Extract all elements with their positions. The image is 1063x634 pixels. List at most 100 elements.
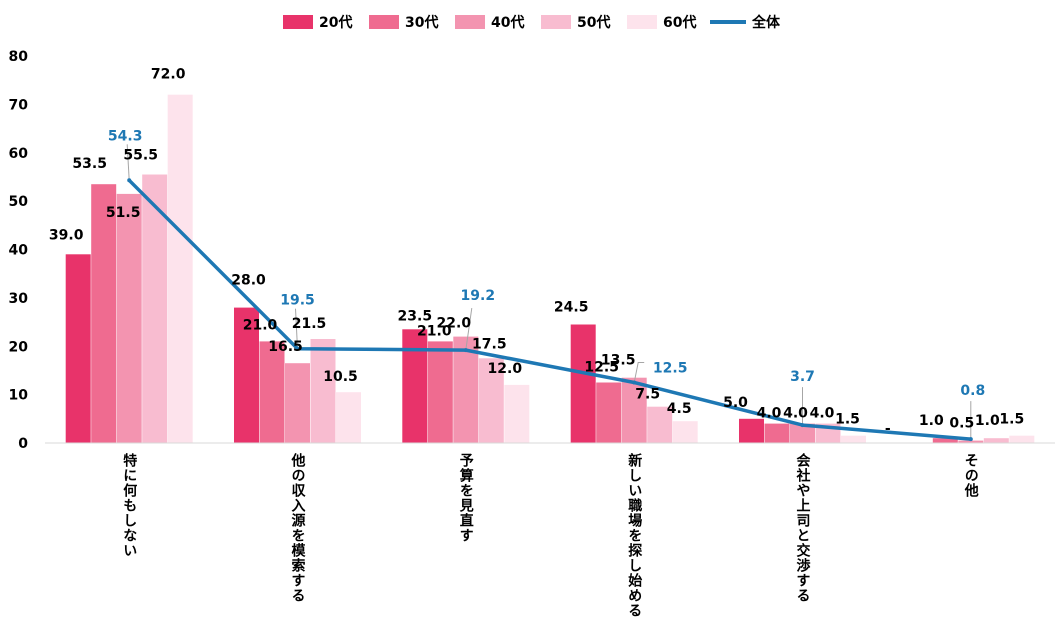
bar <box>336 392 361 443</box>
y-tick-label: 60 <box>9 146 29 162</box>
y-tick-label: 80 <box>9 49 29 65</box>
total-labels: 54.3 19.5 19.2 12.5 3.7 0.8 <box>108 128 985 399</box>
category-label: 他の収入源を模索する <box>290 452 307 603</box>
bar-data-label: 53.5 <box>72 156 107 172</box>
leader-line <box>295 308 298 349</box>
bar <box>983 438 1009 443</box>
category-label: その他 <box>963 453 980 498</box>
bar <box>958 440 984 443</box>
y-tick-label: 50 <box>9 194 29 210</box>
bar <box>790 423 815 443</box>
y-tick-label: 10 <box>9 388 29 404</box>
bar <box>116 193 142 443</box>
total-line-layer <box>127 178 973 442</box>
bar-data-label: 13.5 <box>601 353 636 369</box>
bar <box>647 406 673 443</box>
total-data-label: 19.5 <box>280 293 315 309</box>
total-point <box>463 348 468 353</box>
legend-swatch <box>541 15 571 29</box>
category-label: 予算を見直す <box>458 453 475 543</box>
legend-label: 40代 <box>491 14 524 31</box>
bar <box>672 421 698 443</box>
category-labels: 特に何もしない 他の収入源を模索する 予算を見直す 新しい職場を探し始める 会社や上司と… <box>121 452 980 618</box>
bar <box>453 336 479 443</box>
bar <box>310 339 336 443</box>
total-data-label: 54.3 <box>108 128 143 144</box>
y-tick-label: 40 <box>9 243 29 259</box>
total-data-label: 0.8 <box>960 383 985 399</box>
legend-swatch <box>369 15 399 29</box>
total-point <box>800 423 805 428</box>
bar-data-label: 1.0 <box>975 413 1000 429</box>
bar-data-label: 22.0 <box>437 316 472 332</box>
bar-data-label: 23.5 <box>398 308 433 324</box>
y-axis: 0 10 20 30 40 50 60 70 80 <box>9 49 29 452</box>
bar <box>234 307 259 443</box>
category-label: 新しい職場を探し始める <box>626 452 642 618</box>
legend-label: 60代 <box>663 14 696 31</box>
bar-data-label: 17.5 <box>472 336 507 352</box>
legend: 20代 30代 40代 50代 60代 全体 <box>283 14 781 31</box>
bar <box>1009 435 1035 443</box>
bar-data-label: 21.5 <box>292 316 327 332</box>
bar-data-label: 4.5 <box>667 401 692 417</box>
bar <box>285 363 310 443</box>
bar <box>427 341 453 443</box>
total-point <box>968 437 973 442</box>
y-tick-label: 30 <box>9 291 29 307</box>
y-tick-label: 70 <box>9 97 29 113</box>
bar <box>402 329 428 443</box>
bar-data-label: 5.0 <box>723 395 748 411</box>
bar <box>764 423 790 443</box>
bar-data-label: 10.5 <box>323 369 358 385</box>
bar <box>478 358 504 443</box>
bar-data-label: 12.0 <box>488 361 523 377</box>
bar <box>739 418 764 443</box>
bar <box>932 438 958 443</box>
bar-labels: 39.028.023.524.55.0-53.521.0 21.012.54.0 1… <box>49 67 1024 437</box>
total-data-label: 19.2 <box>461 288 496 304</box>
legend-swatch <box>283 15 313 29</box>
total-line <box>127 179 971 441</box>
bar-data-label: 7.5 <box>635 387 660 403</box>
total-data-label: 3.7 <box>790 369 815 385</box>
total-point <box>295 346 300 351</box>
bar-data-label: 24.5 <box>554 300 589 316</box>
bar-data-label: 1.5 <box>835 412 860 428</box>
bar-data-label: 55.5 <box>123 148 158 164</box>
bar <box>259 341 285 443</box>
legend-label: 20代 <box>319 14 352 31</box>
total-data-label: 12.5 <box>653 361 688 377</box>
category-label: 特に何もしない <box>121 452 137 558</box>
legend-label: 全体 <box>751 14 781 31</box>
y-tick-label: 0 <box>18 436 28 452</box>
bar <box>841 435 866 443</box>
y-tick-label: 20 <box>9 339 29 355</box>
bar <box>167 94 193 443</box>
bar <box>91 184 117 443</box>
bar-data-label: 21.0 <box>417 323 452 339</box>
bar-data-label: 28.0 <box>231 273 266 289</box>
legend-label: 30代 <box>405 14 438 31</box>
legend-swatch <box>455 15 485 29</box>
bar <box>621 377 647 443</box>
total-point <box>632 380 637 385</box>
category-label: 会社や上司と交渉する <box>795 452 812 603</box>
bars <box>65 94 1035 443</box>
leader-lines <box>126 144 972 440</box>
bar-data-label: 4.0 <box>757 406 782 422</box>
bar-data-label: 4.0 <box>810 406 835 422</box>
total-point <box>127 178 132 183</box>
bar-data-label: 39.0 <box>49 227 84 243</box>
bar-data-label: 72.0 <box>151 67 186 83</box>
bar-data-label: 51.5 <box>106 205 141 221</box>
legend-label: 50代 <box>577 14 610 31</box>
bar-data-label: 16.5 <box>268 339 303 355</box>
bar-data-label: 0.5 <box>949 416 974 432</box>
bar-data-label: 21.0 <box>243 317 278 333</box>
leader-line <box>126 144 130 181</box>
bar <box>504 384 530 443</box>
leader-line <box>633 362 645 383</box>
legend-swatch <box>627 15 657 29</box>
